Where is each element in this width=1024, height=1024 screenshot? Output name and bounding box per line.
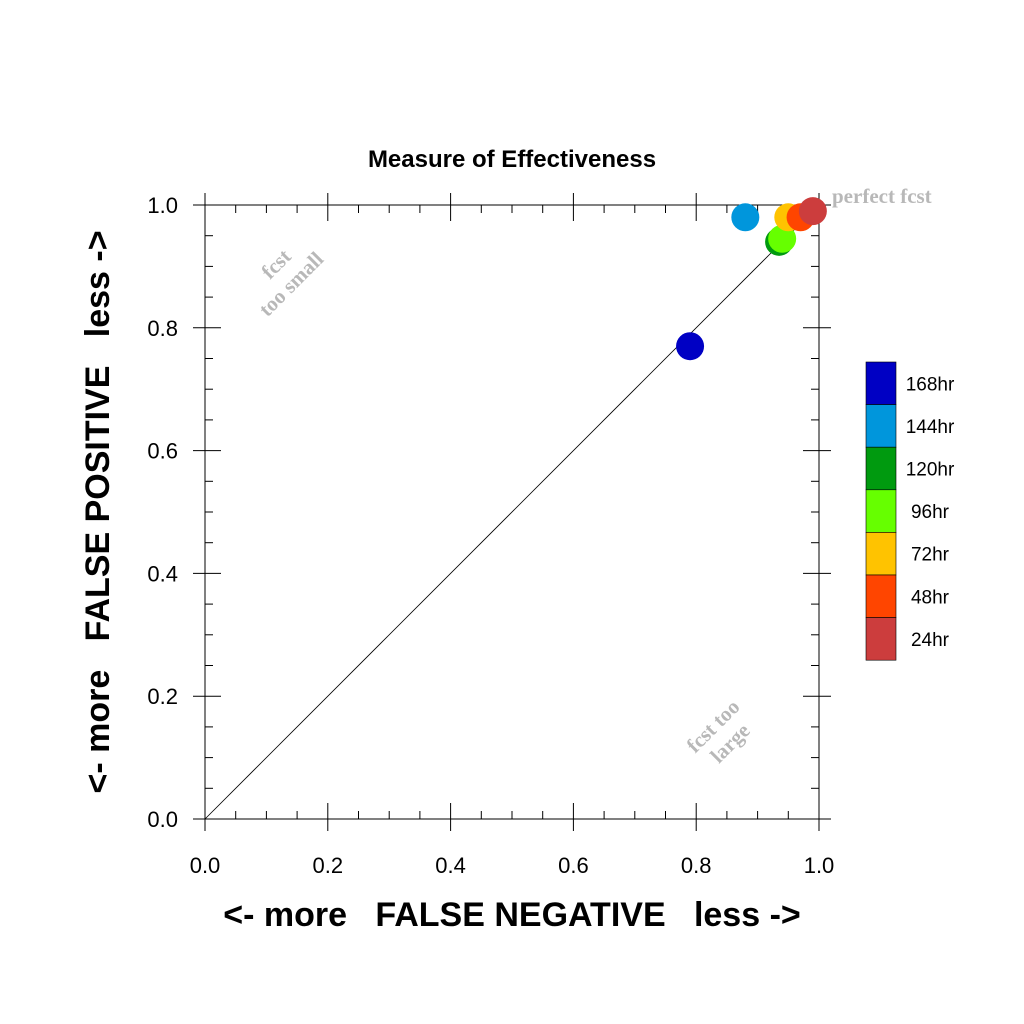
legend-swatch-120hr (865, 446, 897, 491)
x-tick-label: 1.0 (804, 853, 835, 878)
legend-label-120hr: 120hr (906, 460, 955, 481)
legend-swatch-72hr (865, 532, 897, 576)
point-144hr (731, 203, 760, 232)
y-tick-label: 0.4 (147, 561, 178, 586)
y-axis-label: <- more FALSE POSITIVE less -> (79, 230, 117, 793)
x-tick-label: 0.4 (435, 853, 466, 878)
legend-swatch-48hr (865, 574, 897, 618)
x-tick-label: 0.8 (681, 853, 712, 878)
legend-label-144hr: 144hr (906, 417, 955, 438)
legend-swatch-96hr (865, 489, 897, 533)
legend-label-24hr: 24hr (911, 630, 950, 651)
point-96hr (768, 224, 797, 253)
legend-swatch-168hr (865, 361, 897, 405)
legend-label-96hr: 96hr (911, 502, 950, 523)
x-tick-label: 0.6 (558, 853, 589, 878)
diagonal-reference-line (204, 204, 820, 820)
x-tick-label: 0.0 (190, 853, 221, 878)
y-tick-label: 0.2 (147, 684, 178, 709)
annotation-perfect-fcst: perfect fcst (832, 184, 932, 208)
point-168hr (676, 332, 705, 361)
axis-tick-labels: 0.0 0.2 0.4 0.6 0.8 1.0 0.0 0.2 0.4 0.6 0.8 1.0 (147, 193, 834, 878)
legend: 168hr 144hr 120hr 96hr 72hr 48hr 24hr (865, 361, 955, 661)
chart-title: Measure of Effectiveness (368, 146, 656, 173)
y-tick-label: 1.0 (147, 193, 178, 218)
data-points (676, 197, 827, 361)
y-tick-label: 0.8 (147, 316, 178, 341)
legend-swatch-24hr (865, 617, 897, 661)
x-axis-label: <- more FALSE NEGATIVE less -> (223, 896, 801, 934)
legend-label-72hr: 72hr (911, 545, 950, 566)
point-24hr (798, 197, 827, 226)
legend-label-168hr: 168hr (906, 374, 955, 395)
y-tick-label: 0.0 (147, 807, 178, 832)
x-tick-label: 0.2 (313, 853, 344, 878)
legend-swatch-144hr (865, 404, 897, 448)
legend-label-48hr: 48hr (911, 587, 950, 608)
y-tick-label: 0.6 (147, 439, 178, 464)
